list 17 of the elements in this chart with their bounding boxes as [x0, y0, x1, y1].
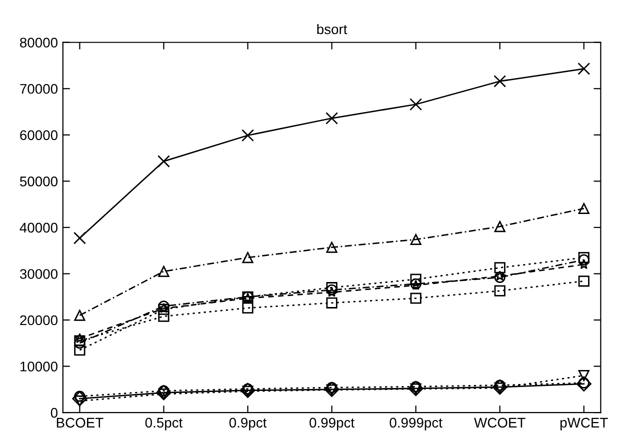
- y-tick-label: 60000: [20, 130, 58, 140]
- x-tick-label: 0.99pct: [310, 418, 354, 430]
- y-tick-label: 0: [50, 408, 58, 418]
- x-tick-label: WCOET: [474, 418, 526, 428]
- y-tick-label: 30000: [20, 269, 58, 279]
- chart-title: bsort: [317, 24, 348, 34]
- y-tick-label: 40000: [20, 222, 58, 233]
- x-tick-label: 0.9pct: [229, 418, 267, 430]
- x-tick-label: 0.5pct: [145, 418, 183, 430]
- y-tick-label: 80000: [20, 38, 58, 48]
- y-tick-label: 10000: [20, 362, 58, 372]
- x-tick-label: 0.999pct: [390, 418, 442, 430]
- y-tick-label: 20000: [20, 315, 58, 326]
- x-tick-label: pWCET: [560, 418, 608, 430]
- x-tick-label: BCOET: [56, 418, 104, 428]
- y-tick-label: 50000: [20, 176, 58, 186]
- y-tick-label: 70000: [20, 84, 58, 94]
